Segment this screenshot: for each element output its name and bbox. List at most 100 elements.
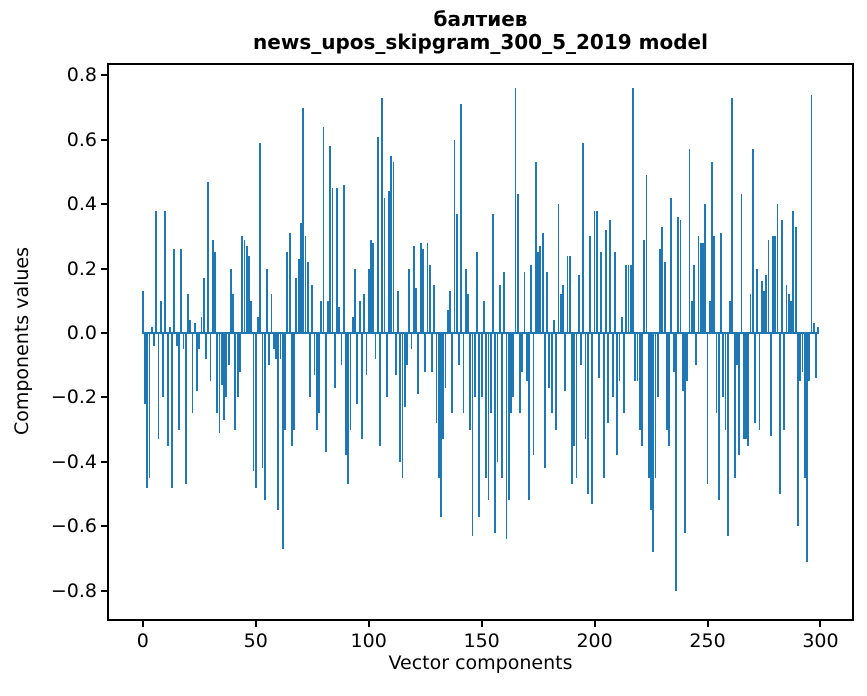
x-tick-label: 50 <box>243 630 268 652</box>
bar <box>302 107 305 333</box>
bar <box>476 252 478 333</box>
x-tick-mark <box>141 621 144 627</box>
y-tick-mark <box>101 331 107 334</box>
bar <box>647 332 650 478</box>
bar <box>482 300 485 333</box>
bar <box>787 294 790 333</box>
bar <box>817 326 820 333</box>
bar <box>187 294 189 333</box>
bar <box>184 332 187 485</box>
bar <box>365 332 368 375</box>
bar <box>322 126 325 333</box>
bar <box>485 332 488 478</box>
bar <box>216 332 219 414</box>
bar <box>501 332 503 478</box>
bar <box>245 246 248 333</box>
bar <box>435 332 438 424</box>
bar <box>505 332 508 540</box>
bar <box>419 242 422 333</box>
bar <box>503 271 506 333</box>
chart-subtitle: news_upos_skipgram_300_5_2019 model <box>253 30 708 54</box>
x-tick-mark <box>593 621 596 627</box>
bar <box>345 332 347 456</box>
bar <box>385 332 388 398</box>
bar <box>234 332 237 430</box>
zero-baseline <box>141 331 820 334</box>
bar <box>254 332 257 488</box>
bar <box>440 332 442 517</box>
bar <box>580 332 582 366</box>
x-tick-mark <box>819 621 822 627</box>
bar <box>189 320 192 333</box>
bar <box>331 188 334 333</box>
bar <box>261 332 264 469</box>
bar <box>584 332 587 440</box>
bar <box>512 332 515 398</box>
bar <box>654 332 657 478</box>
bar <box>681 332 684 391</box>
bar <box>516 194 519 333</box>
bar <box>333 332 336 388</box>
bar <box>778 332 781 494</box>
bar <box>747 332 750 446</box>
bar <box>564 332 567 391</box>
bar <box>541 233 544 333</box>
bar <box>437 332 440 478</box>
bar <box>677 217 680 333</box>
bar <box>214 252 216 333</box>
y-tick-label: −0.6 <box>50 515 97 538</box>
bar <box>327 300 329 333</box>
bar <box>469 332 472 430</box>
bar <box>507 332 510 501</box>
bar <box>510 332 512 414</box>
bar <box>686 332 689 382</box>
bar <box>164 210 167 333</box>
bar <box>279 332 282 359</box>
bar <box>342 184 345 333</box>
bar <box>442 332 445 440</box>
bar <box>480 332 483 398</box>
bar <box>290 332 293 446</box>
bar <box>668 332 671 446</box>
bar <box>225 332 228 398</box>
y-tick-mark <box>101 589 107 592</box>
bar <box>720 233 722 333</box>
bar <box>548 332 551 388</box>
y-tick-label: 0.8 <box>66 64 97 87</box>
bar <box>776 204 779 333</box>
bar <box>745 332 747 440</box>
bar <box>528 332 530 501</box>
bar <box>577 275 580 333</box>
bar <box>492 213 494 333</box>
bar <box>379 332 381 446</box>
bar <box>175 332 178 346</box>
bar <box>614 252 616 333</box>
bar <box>236 332 239 398</box>
plot-area <box>107 63 854 621</box>
bar <box>166 332 169 446</box>
bar <box>354 268 357 333</box>
bar <box>381 97 384 333</box>
bar <box>699 242 702 333</box>
bar <box>281 332 284 549</box>
bar <box>229 268 232 333</box>
bar <box>239 332 241 372</box>
bar <box>268 332 271 366</box>
bar <box>399 332 402 462</box>
bar <box>812 323 815 333</box>
bar <box>421 249 424 333</box>
bar <box>272 332 275 350</box>
bar <box>738 332 741 456</box>
bar <box>266 268 268 333</box>
bar <box>297 258 300 333</box>
bar <box>559 294 562 333</box>
bar <box>810 94 813 333</box>
bar <box>141 291 144 333</box>
bar <box>243 239 246 333</box>
bar <box>600 252 603 333</box>
bar <box>171 332 174 488</box>
bar <box>340 332 343 366</box>
bar <box>196 332 198 391</box>
bar <box>550 332 553 414</box>
bar <box>643 239 646 333</box>
